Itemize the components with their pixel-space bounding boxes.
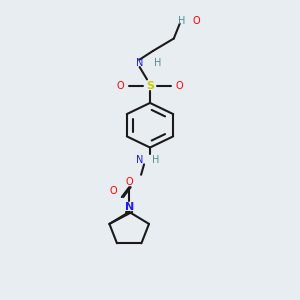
Text: O: O [176,81,184,91]
Text: H: H [152,155,160,165]
Text: O: O [125,177,133,187]
Text: S: S [146,81,154,91]
Text: O: O [109,186,117,196]
Text: O: O [192,16,200,26]
Text: H: H [154,58,161,68]
Text: N: N [136,58,143,68]
Text: N: N [124,202,134,212]
Text: O: O [116,81,124,91]
Text: N: N [136,155,143,165]
Text: H: H [178,16,185,26]
